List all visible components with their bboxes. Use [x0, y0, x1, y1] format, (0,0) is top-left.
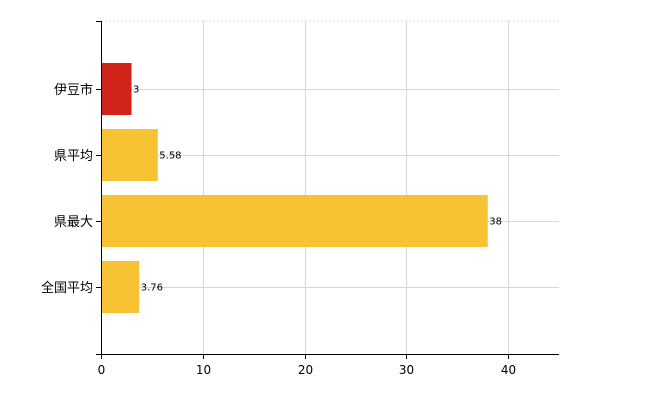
- x-tick-label-10: 10: [196, 363, 211, 377]
- data-label-1: 5.58: [159, 151, 181, 162]
- grid-layer: [101, 20, 559, 354]
- bars-layer: [101, 63, 488, 313]
- x-tick-label-30: 30: [399, 363, 414, 377]
- data-label-2: 38: [489, 217, 502, 228]
- data-label-3: 3.76: [141, 283, 163, 294]
- x-tick-label-40: 40: [501, 363, 516, 377]
- y-tick-label-3: 全国平均: [41, 280, 93, 296]
- data-label-0: 3: [133, 85, 139, 96]
- bar-0: [101, 63, 132, 115]
- x-tick-label-20: 20: [298, 363, 313, 377]
- y-tick-label-1: 県平均: [54, 149, 93, 164]
- y-tick-label-0: 伊豆市: [54, 82, 93, 98]
- bar-2: [101, 195, 488, 247]
- x-tick-label-0: 0: [98, 363, 106, 377]
- bar-1: [101, 129, 158, 181]
- y-tick-label-2: 県最大: [54, 215, 93, 230]
- bar-3: [101, 261, 140, 313]
- axes-layer: [96, 21, 559, 359]
